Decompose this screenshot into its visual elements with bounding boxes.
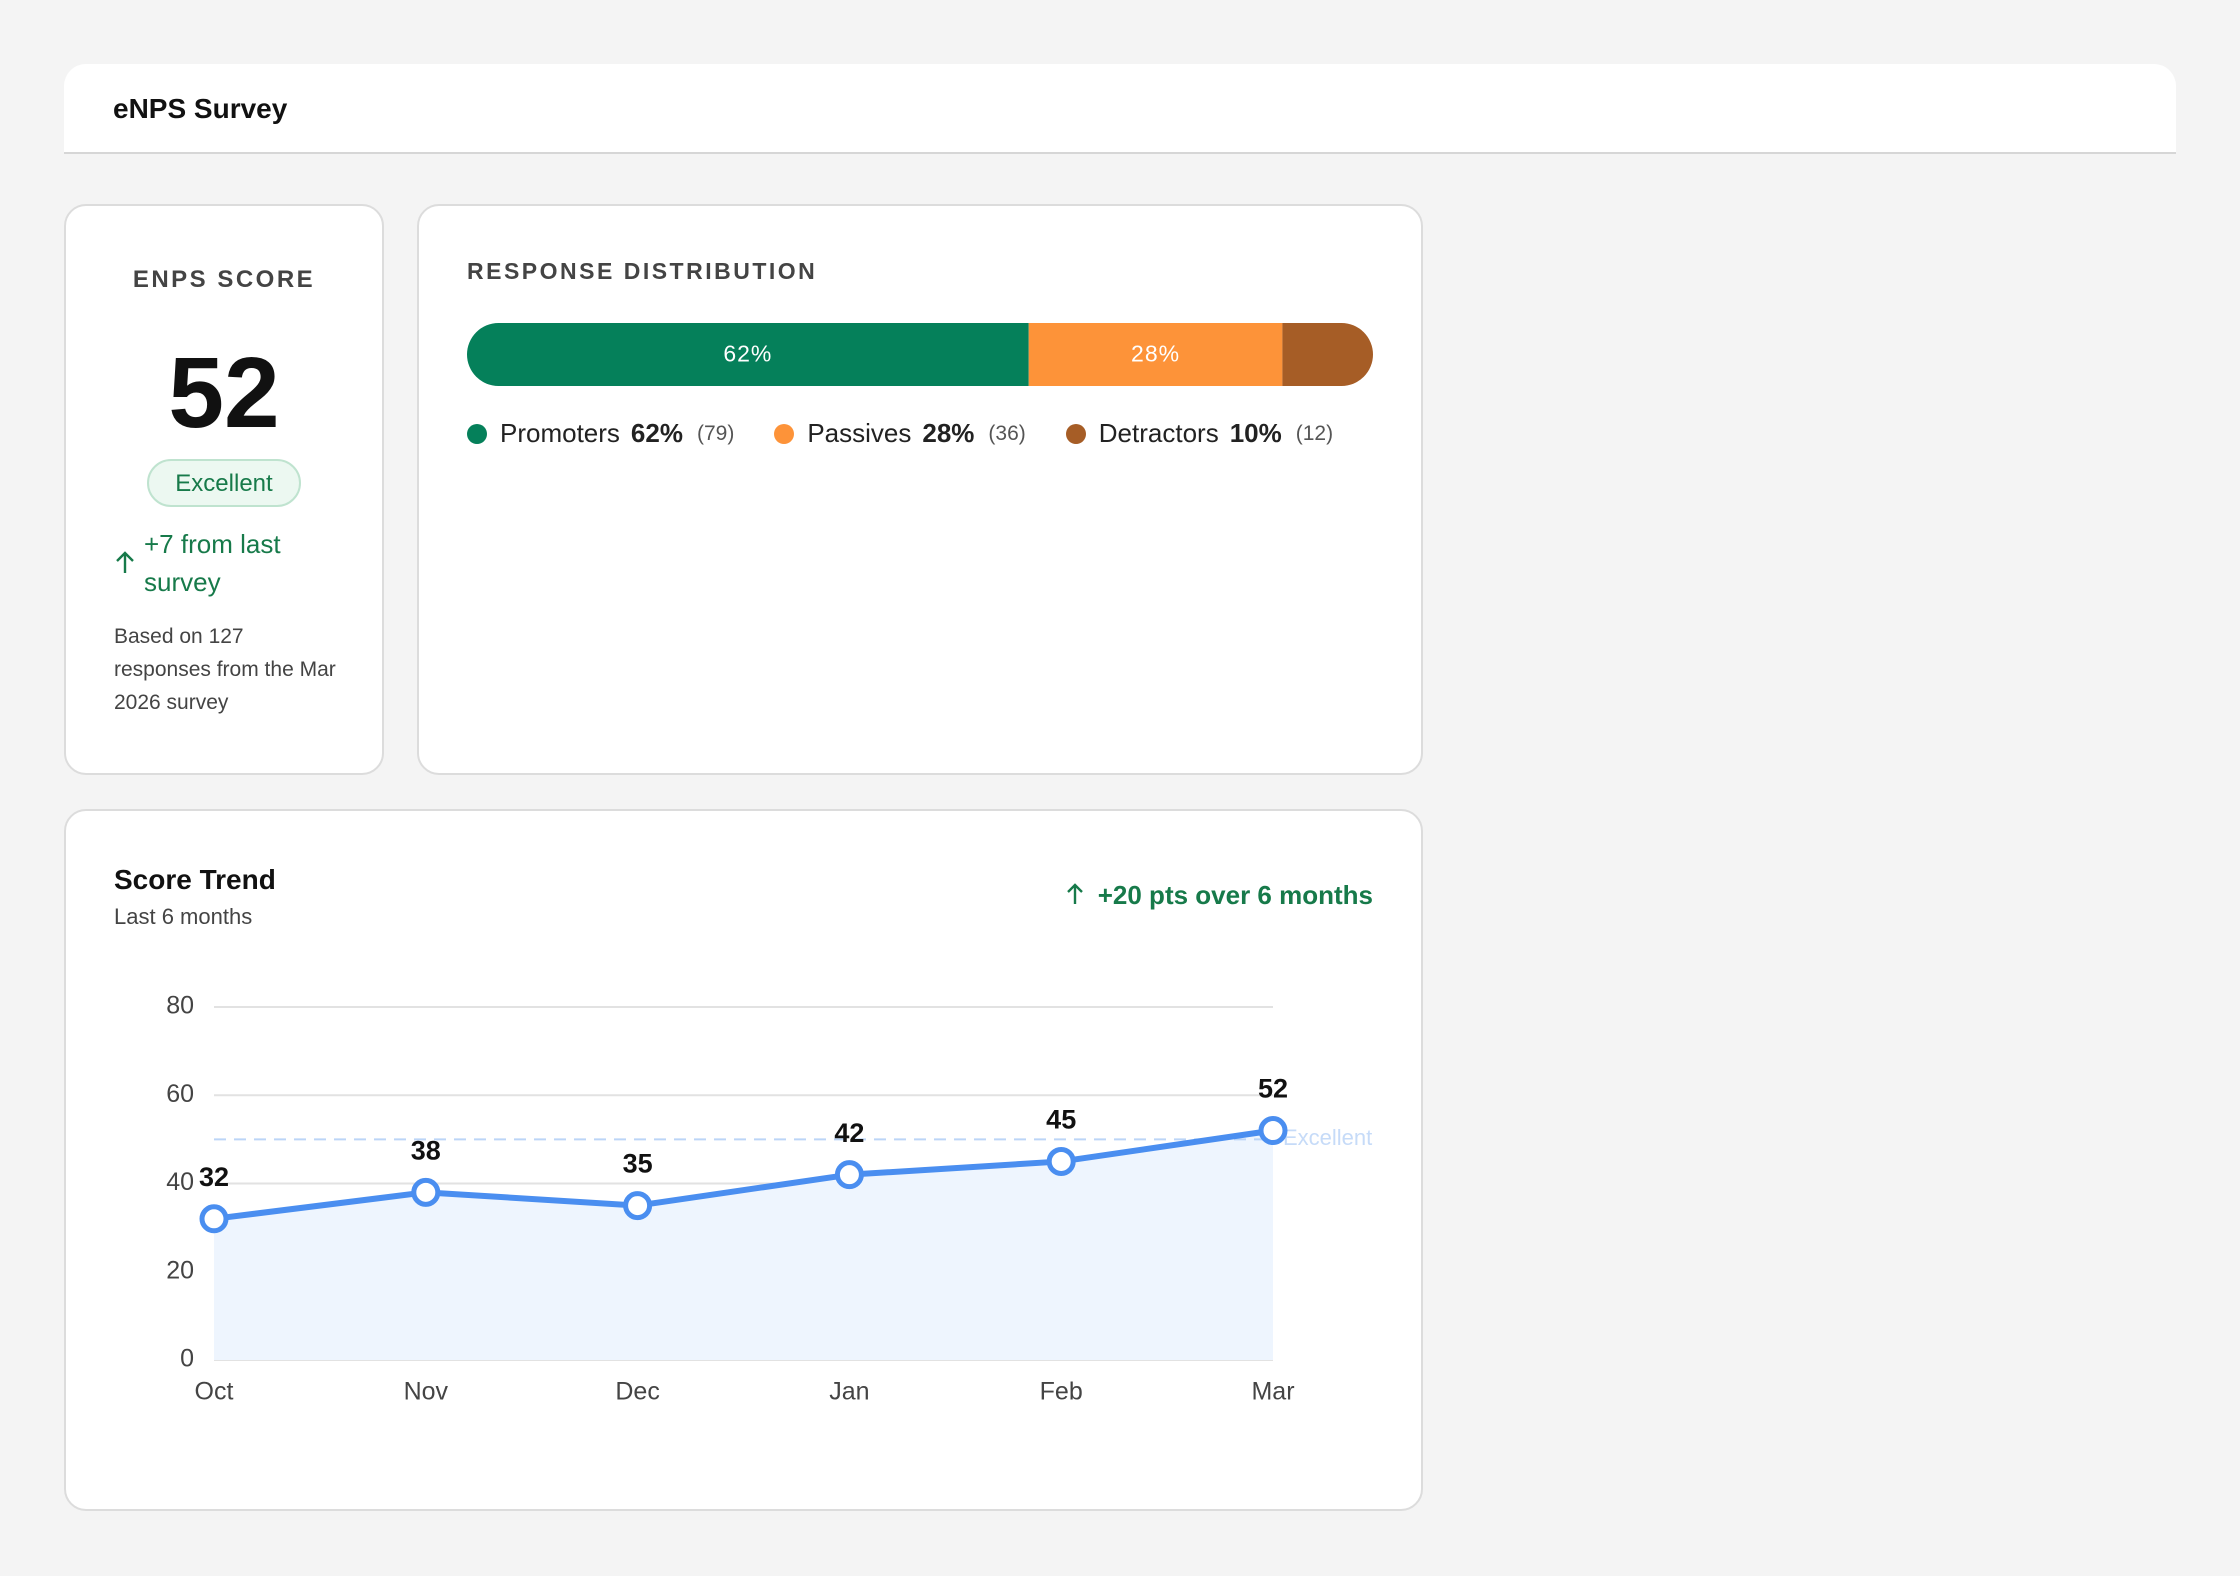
- reference-label: Excellent: [1283, 1125, 1372, 1150]
- area: [214, 1130, 1273, 1360]
- distribution-card: [417, 204, 1423, 775]
- point: [1258, 1116, 1288, 1146]
- chart-subtitle: Last 6 months: [114, 904, 253, 929]
- data-label: 32: [199, 1162, 229, 1192]
- chart-annotation: +20 pts over 6 months: [1097, 880, 1373, 910]
- x-tick-label: Dec: [615, 1378, 659, 1406]
- legend-count: (36): [988, 421, 1026, 445]
- x-tick-label: Oct: [195, 1378, 234, 1406]
- data-label: 35: [623, 1149, 653, 1179]
- chart-title: Score Trend: [114, 864, 276, 895]
- x-tick-label: Feb: [1040, 1378, 1083, 1406]
- legend-count: (12): [1295, 421, 1334, 445]
- score-label: ENPS SCORE: [132, 266, 316, 293]
- legend-name: Detractors: [1098, 418, 1219, 448]
- legend-item: Detractors 10% (12): [1065, 418, 1334, 449]
- distribution-title: RESPONSE DISTRIBUTION: [467, 258, 818, 284]
- distribution-bar: 62% 28%: [467, 323, 1373, 386]
- legend-item: Passives 28% (36): [774, 418, 1026, 449]
- bar-segment: [467, 323, 1029, 386]
- legend-item: Promoters 62% (79): [467, 418, 734, 449]
- data-label: 52: [1258, 1074, 1288, 1104]
- legend-percent: 10%: [1229, 418, 1282, 448]
- legend-percent: 62%: [630, 418, 683, 448]
- point: [623, 1191, 653, 1221]
- header-title: eNPS Survey: [113, 93, 288, 124]
- point: [1046, 1146, 1076, 1176]
- line: [213, 1127, 1274, 1222]
- bar-label: 28%: [1131, 341, 1180, 367]
- x-tick-label: Mar: [1251, 1378, 1294, 1406]
- point: [411, 1177, 441, 1207]
- legend-name: Promoters: [500, 418, 620, 448]
- legend-dot: [467, 423, 487, 444]
- up-arrow-icon: [116, 551, 134, 573]
- y-tick-label: 60: [166, 1080, 194, 1108]
- y-tick-label: 0: [180, 1345, 194, 1373]
- y-tick-label: 80: [166, 992, 194, 1020]
- point: [199, 1204, 229, 1234]
- legend-count: (79): [696, 421, 735, 445]
- score-change: +7 from last survey: [144, 529, 281, 597]
- score-value: 52: [168, 337, 280, 449]
- y-tick-label: 40: [166, 1168, 194, 1196]
- legend: Promoters 62% (79) Passives 28% (36) Detractor…: [467, 418, 1373, 449]
- data-label: 38: [411, 1135, 441, 1165]
- header-bar: [64, 64, 2176, 154]
- x-tick-label: Jan: [829, 1378, 869, 1406]
- bar-segment: [1282, 323, 1373, 386]
- legend-percent: 28%: [922, 418, 975, 448]
- data-label: 45: [1046, 1105, 1076, 1135]
- bar-segment: [1028, 323, 1283, 386]
- data-label: 42: [834, 1118, 864, 1148]
- y-tick-label: 20: [166, 1256, 194, 1284]
- x-tick-label: Nov: [404, 1378, 449, 1406]
- point: [834, 1160, 864, 1190]
- legend-dot: [774, 423, 795, 444]
- bar-label: 62%: [723, 341, 772, 367]
- score-badge: Excellent: [147, 459, 301, 507]
- up-arrow-icon: [1067, 883, 1083, 904]
- legend-dot: [1065, 423, 1086, 444]
- legend-name: Passives: [807, 418, 912, 448]
- score-note: Based on 127 responses from the Mar 2026…: [114, 625, 336, 714]
